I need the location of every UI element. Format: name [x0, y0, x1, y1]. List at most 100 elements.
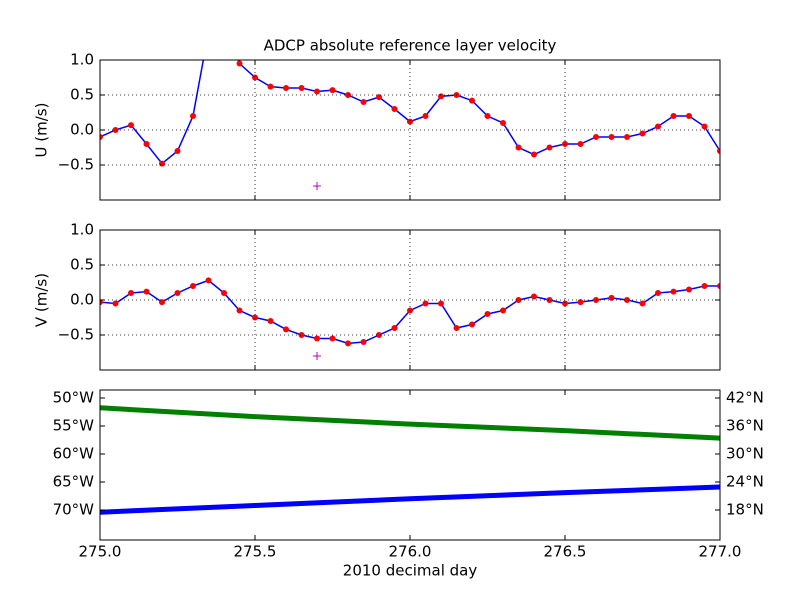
- y-tick-label: 50°W: [53, 389, 95, 407]
- data-point: [252, 314, 258, 321]
- outlier-point: [313, 182, 321, 190]
- data-point: [484, 113, 491, 119]
- data-point: [500, 120, 506, 126]
- data-point: [438, 300, 444, 307]
- data-point: [267, 83, 274, 90]
- y2-tick-label: 18°N: [726, 500, 764, 518]
- y-tick-label: 0.5: [70, 256, 94, 274]
- data-point: [531, 293, 537, 300]
- data-point: [190, 283, 196, 289]
- axes-frame: [99, 59, 721, 201]
- y-tick-label: 1.0: [70, 221, 94, 239]
- y-tick-label: −0.5: [58, 156, 94, 174]
- data-point: [608, 134, 615, 140]
- y-tick-label: −0.5: [58, 326, 94, 344]
- data-point: [391, 106, 398, 112]
- data-point: [329, 87, 336, 94]
- y-tick-label: 1.0: [70, 51, 94, 69]
- y2-tick-label: 24°N: [726, 472, 764, 490]
- data-point: [422, 300, 429, 307]
- data-point: [500, 307, 506, 314]
- data-point: [283, 85, 289, 91]
- y-tick-label: 0.5: [70, 86, 94, 104]
- data-point: [143, 288, 150, 295]
- data-point: [314, 335, 320, 342]
- data-point: [128, 122, 134, 129]
- data-point: [236, 60, 243, 67]
- data-point: [438, 93, 444, 100]
- data-point: [407, 118, 413, 125]
- y-tick-label: 0.0: [70, 121, 94, 139]
- x-tick-label: 275.0: [79, 543, 122, 561]
- data-point: [608, 294, 615, 301]
- data-point: [639, 300, 646, 307]
- y-axis-label: U (m/s): [33, 103, 51, 158]
- data-point: [546, 297, 553, 303]
- data-point: [376, 94, 382, 101]
- data-point: [360, 99, 367, 105]
- y2-tick-label: 36°N: [726, 416, 764, 434]
- y-tick-label: 55°W: [53, 417, 95, 435]
- data-point: [298, 332, 305, 338]
- data-point: [717, 283, 720, 289]
- x-tick-label: 276.5: [544, 543, 587, 561]
- x-tick-label: 276.0: [389, 543, 432, 561]
- data-point: [562, 300, 568, 307]
- data-point: [469, 321, 475, 328]
- data-point: [531, 151, 537, 158]
- data-point: [329, 335, 336, 342]
- data-point: [100, 134, 103, 140]
- data-point: [655, 123, 661, 130]
- data-point: [174, 148, 181, 154]
- data-point: [577, 141, 584, 147]
- data-point: [267, 318, 274, 324]
- data-point: [701, 123, 708, 130]
- axes-frame: [99, 389, 721, 541]
- data-point: [159, 299, 165, 306]
- data-point: [221, 290, 227, 296]
- data-point: [469, 97, 475, 104]
- data-point: [252, 74, 258, 81]
- y-tick-label: 70°W: [53, 500, 95, 518]
- data-point: [360, 339, 367, 345]
- data-point: [205, 277, 212, 284]
- data-point: [686, 113, 692, 119]
- data-point: [484, 311, 491, 317]
- data-point: [283, 326, 289, 333]
- y-tick-label: 60°W: [53, 444, 95, 462]
- data-point: [112, 300, 119, 307]
- data-point: [686, 286, 692, 293]
- data-point: [717, 148, 720, 154]
- x-axis-label: 2010 decimal day: [343, 562, 478, 580]
- x-tick-label: 277.0: [699, 543, 742, 561]
- y2-tick-label: 30°N: [726, 444, 764, 462]
- data-point: [236, 307, 243, 314]
- data-point: [298, 85, 305, 91]
- data-point: [670, 113, 677, 119]
- data-point: [345, 340, 351, 347]
- y-tick-label: 65°W: [53, 472, 95, 490]
- data-point: [422, 113, 429, 119]
- data-point: [639, 130, 646, 137]
- data-point: [546, 144, 553, 151]
- data-point: [314, 88, 320, 95]
- y-tick-label: 0.0: [70, 291, 94, 309]
- axes-frame: [99, 229, 721, 371]
- data-point: [624, 134, 630, 140]
- data-point: [100, 299, 103, 306]
- data-point: [670, 288, 677, 295]
- data-point: [128, 290, 134, 296]
- data-point: [391, 325, 398, 331]
- series-line: [100, 405, 720, 441]
- data-point: [453, 325, 460, 331]
- x-tick-label: 275.5: [234, 543, 277, 561]
- data-point: [655, 290, 661, 296]
- y-axis-label: V (m/s): [33, 273, 51, 327]
- data-point: [174, 290, 181, 296]
- outlier-point: [313, 352, 321, 360]
- plot-area: [100, 405, 720, 515]
- series-line: [100, 484, 720, 515]
- data-point: [190, 113, 196, 119]
- data-point: [593, 134, 599, 140]
